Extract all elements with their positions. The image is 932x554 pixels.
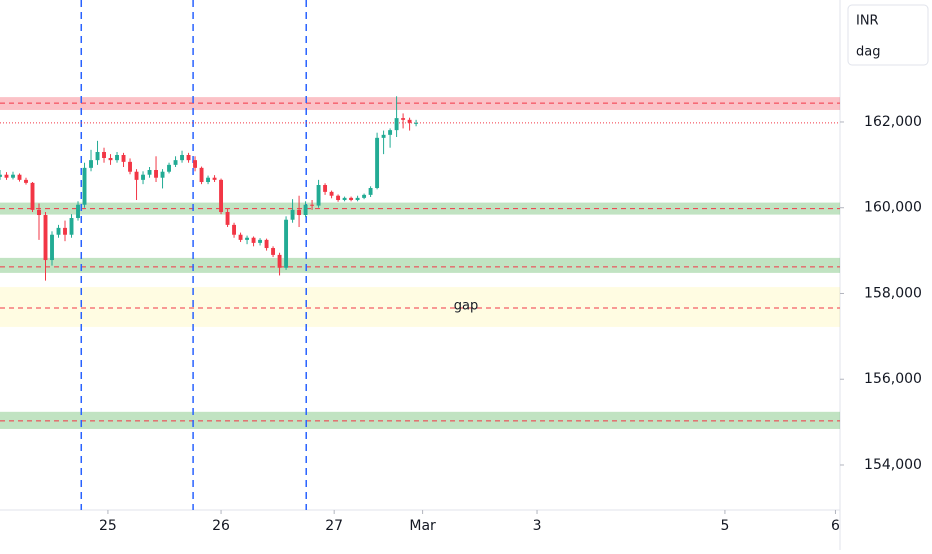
zone — [0, 287, 840, 327]
candle-body — [414, 122, 419, 124]
candle-body — [199, 167, 204, 183]
candle-body — [271, 248, 276, 255]
candle-body — [349, 197, 354, 201]
candle-body — [186, 154, 191, 161]
candle-body — [160, 171, 165, 178]
candle-body — [128, 161, 132, 172]
candle-body — [290, 209, 295, 220]
x-tick-label: Mar — [409, 518, 436, 534]
candle-body — [251, 237, 256, 243]
candle-body — [342, 197, 347, 201]
candle-body — [17, 174, 22, 180]
candle-body — [310, 204, 315, 206]
candle-body — [375, 137, 380, 189]
candle-body — [24, 179, 28, 183]
candle-body — [225, 212, 230, 225]
candle-body — [264, 239, 269, 249]
candle-body — [0, 174, 2, 177]
candle-body — [355, 197, 360, 201]
candle-body — [167, 164, 171, 172]
candle-body — [154, 170, 158, 178]
candle-body — [115, 154, 119, 161]
candle-body — [89, 160, 93, 168]
candle-body — [238, 234, 243, 240]
candle-body — [329, 191, 334, 196]
candle-body — [50, 234, 54, 261]
candle-body — [219, 179, 224, 213]
candle-body — [134, 171, 139, 180]
zone — [0, 257, 840, 273]
candle-body — [76, 204, 80, 219]
x-tick-label: 25 — [99, 518, 117, 534]
y-tick-label: 156,000 — [864, 371, 922, 387]
candle-body — [4, 174, 9, 178]
candle-body — [407, 119, 412, 123]
candle-body — [63, 227, 67, 235]
candle-body — [173, 160, 178, 165]
candle-body — [336, 195, 341, 201]
candle-body — [303, 204, 308, 216]
zone — [0, 411, 840, 429]
candle-body — [277, 254, 282, 268]
interval-label: dag — [856, 45, 880, 60]
candle-body — [147, 170, 152, 175]
y-tick-label: 160,000 — [864, 200, 922, 216]
currency-label: INR — [856, 14, 879, 29]
candle-body — [368, 188, 373, 195]
candle-body — [108, 157, 113, 161]
candle-body — [141, 174, 145, 180]
x-tick-label: 27 — [325, 518, 343, 534]
candle-body — [180, 154, 184, 161]
candle-body — [401, 118, 406, 120]
zone-label: gap — [454, 299, 478, 314]
candle-body — [193, 160, 197, 168]
zone — [0, 97, 840, 110]
candle-body — [297, 209, 302, 216]
candle-body — [245, 237, 250, 240]
x-tick-label: 5 — [720, 518, 729, 534]
candle-body — [381, 134, 386, 138]
candle-body — [95, 151, 100, 161]
candle-body — [69, 218, 74, 235]
candle-body — [323, 185, 328, 192]
candle-body — [362, 194, 367, 198]
x-tick-label: 6 — [831, 518, 840, 534]
y-tick-label: 162,000 — [864, 114, 922, 130]
candle-body — [102, 151, 106, 158]
candle-body — [30, 182, 35, 210]
x-tick-label: 3 — [533, 518, 542, 534]
candle-body — [56, 227, 61, 235]
candle-body — [37, 209, 41, 216]
candle-body — [82, 167, 87, 205]
candle-body — [232, 224, 237, 235]
candle-body — [284, 219, 289, 268]
candle-body — [43, 215, 48, 261]
candle-body — [316, 185, 321, 206]
candle-body — [121, 154, 126, 162]
legend-box — [847, 4, 929, 66]
zone — [0, 202, 840, 215]
x-tick-label: 26 — [212, 518, 230, 534]
candle-body — [394, 118, 399, 131]
y-tick-label: 154,000 — [864, 457, 922, 473]
candle-body — [11, 174, 15, 178]
candle-body — [388, 130, 393, 135]
candle-body — [212, 177, 217, 180]
candle-body — [258, 239, 263, 243]
candle-body — [206, 177, 210, 183]
y-tick-label: 158,000 — [864, 285, 922, 301]
